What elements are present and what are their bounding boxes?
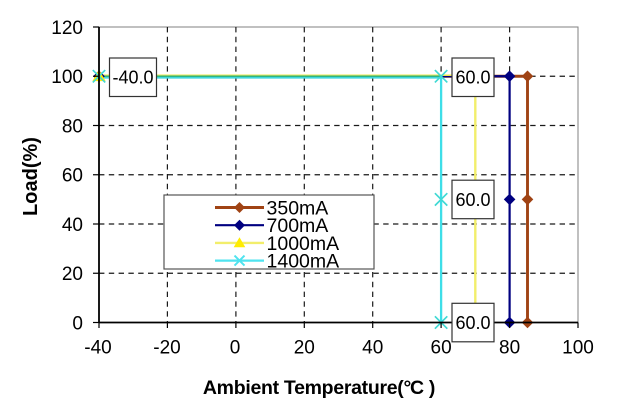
svg-text:700mA: 700mA [267, 215, 329, 237]
svg-text:40: 40 [62, 215, 83, 236]
svg-text:80: 80 [499, 338, 520, 359]
svg-text:100: 100 [51, 67, 83, 88]
svg-text:1400mA: 1400mA [267, 251, 340, 273]
svg-text:-40: -40 [84, 338, 111, 359]
svg-text:60: 60 [62, 166, 83, 187]
svg-text:60.0: 60.0 [455, 68, 490, 88]
svg-text:0: 0 [72, 313, 83, 334]
svg-text:20: 20 [62, 264, 83, 285]
svg-text:60: 60 [431, 338, 452, 359]
svg-text:1000mA: 1000mA [267, 233, 340, 255]
svg-text:350mA: 350mA [267, 198, 329, 220]
svg-text:60.0: 60.0 [455, 313, 490, 333]
svg-text:40: 40 [362, 338, 383, 359]
svg-text:100: 100 [562, 338, 594, 359]
svg-text:Load(%): Load(%) [20, 137, 42, 216]
svg-text:120: 120 [51, 18, 83, 39]
svg-text:80: 80 [62, 116, 83, 137]
svg-text:Ambient Temperature(°C ): Ambient Temperature(°C ) [203, 377, 435, 399]
svg-text:60.0: 60.0 [455, 190, 490, 210]
svg-text:-40.0: -40.0 [112, 68, 153, 88]
svg-text:-20: -20 [153, 338, 180, 359]
svg-text:20: 20 [294, 338, 315, 359]
svg-text:0: 0 [230, 338, 241, 359]
